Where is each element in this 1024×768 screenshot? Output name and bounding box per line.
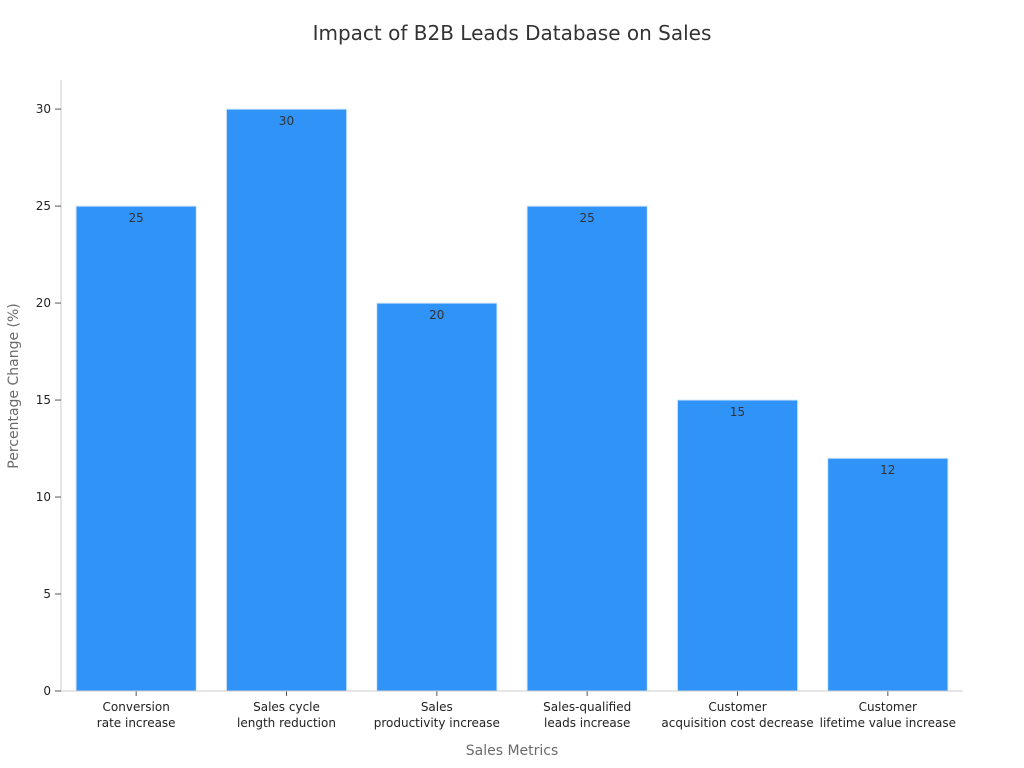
chart-title: Impact of B2B Leads Database on Sales <box>313 21 712 45</box>
bar <box>225 108 348 692</box>
y-tick-label: 25 <box>36 199 51 213</box>
x-tick-label: Customer acquisition cost decrease <box>661 700 813 730</box>
bar <box>827 457 949 692</box>
bar <box>526 205 648 692</box>
y-tick-label: 30 <box>36 102 51 116</box>
y-tick-label: 20 <box>36 296 51 310</box>
bars-group: 25 30 20 25 15 12 <box>75 108 949 692</box>
y-axis: 0 5 10 15 20 25 30 <box>36 80 62 698</box>
y-tick-label: 15 <box>36 393 51 407</box>
y-axis-title: Percentage Change (%) <box>6 303 22 468</box>
x-axis-title: Sales Metrics <box>466 743 559 759</box>
y-tick-label: 0 <box>43 684 51 698</box>
data-label: 15 <box>730 405 745 419</box>
x-tick-label: Conversion rate increase <box>97 700 176 730</box>
x-axis: Conversion rate increase Sales cycle length… <box>61 690 963 730</box>
x-tick-label: Sales productivity increase <box>374 700 500 730</box>
bar <box>376 302 498 692</box>
bar <box>75 205 197 692</box>
data-label: 12 <box>880 463 895 477</box>
data-label: 30 <box>279 114 294 128</box>
data-label: 25 <box>580 211 595 225</box>
y-tick-label: 10 <box>36 490 51 504</box>
x-tick-label: Sales cycle length reduction <box>237 700 336 730</box>
y-tick-label: 5 <box>43 587 51 601</box>
data-label: 25 <box>129 211 144 225</box>
x-tick-label: Sales-qualified leads increase <box>543 700 631 730</box>
data-label: 20 <box>429 308 444 322</box>
x-tick-label: Customer lifetime value increase <box>820 700 956 730</box>
bar <box>676 399 799 692</box>
